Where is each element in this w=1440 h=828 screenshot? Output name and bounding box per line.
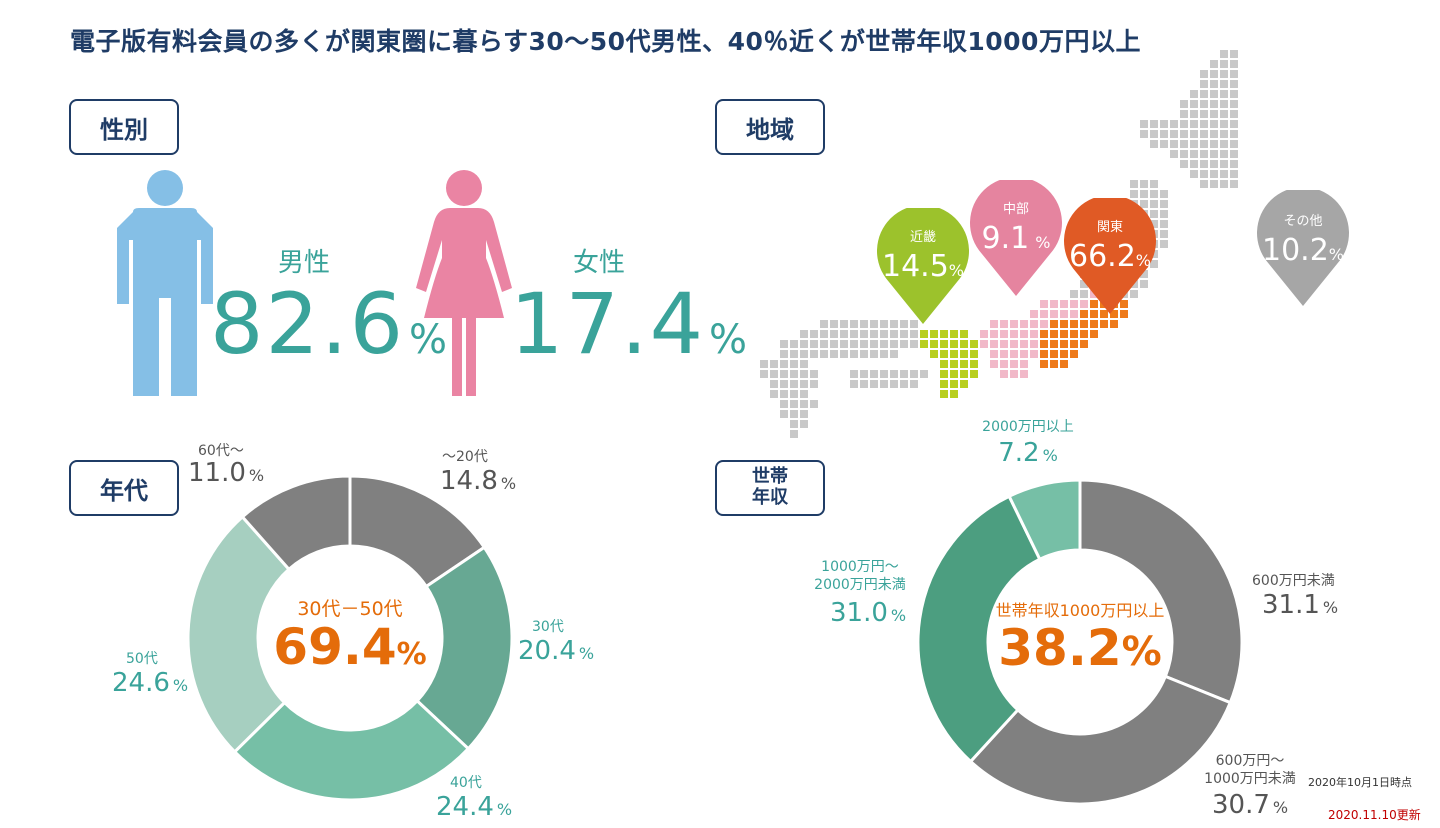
section-label-income-line1: 世帯 (752, 466, 788, 488)
age-value-50s: 24.6% (112, 668, 188, 698)
pin-chubu-label: 中部 (1002, 202, 1029, 217)
income-value-1000to2000-unit: % (890, 606, 907, 625)
pin-other-label: その他 (1283, 214, 1323, 229)
age-center-number: 69.4 (273, 618, 397, 676)
income-label-1000to2000-line1: 1000万円～ (821, 559, 899, 575)
pin-kanto-value: 66.2 (1069, 239, 1136, 274)
male-figure-icon (117, 170, 213, 396)
income-value-600to1000-number: 30.7 (1212, 790, 1270, 820)
age-value-under20-unit: % (500, 474, 517, 493)
age-value-40s: 24.4% (436, 792, 512, 822)
age-donut-slice-3 (186, 514, 292, 754)
age-value-under20-number: 14.8 (440, 466, 498, 496)
section-label-age: 年代 (69, 460, 179, 516)
income-donut-chart (916, 478, 1244, 806)
pin-kinki-icon (877, 208, 969, 324)
age-label-60plus: 60代～ (198, 443, 244, 459)
income-value-over2000-number: 7.2 (998, 438, 1040, 468)
age-label-50s: 50代 (126, 651, 158, 667)
income-center-number: 38.2 (998, 619, 1122, 677)
pin-other-unit: % (1328, 245, 1344, 264)
pin-kinki-unit: % (948, 261, 964, 280)
income-value-under600: 31.1% (1262, 590, 1338, 620)
japan-map-icon (760, 50, 1238, 438)
pin-kinki-value: 14.5 (882, 249, 949, 284)
income-label-1000to2000-line2: 2000万円未満 (814, 577, 906, 594)
pin-chubu-value: 9.1 (981, 221, 1030, 256)
age-label-under20: ～20代 (442, 449, 488, 465)
pin-chubu: 中部 9.1% (968, 198, 1064, 256)
income-label-over2000: 2000万円以上 (982, 419, 1074, 435)
income-value-600to1000: 30.7% (1212, 790, 1288, 820)
section-label-region: 地域 (715, 99, 825, 155)
section-label-gender: 性別 (69, 99, 179, 155)
age-value-under20: 14.8% (440, 466, 516, 496)
income-label-under600: 600万円未満 (1252, 573, 1335, 589)
updated-date: 2020.11.10更新 (1328, 808, 1421, 822)
income-donut-slice-2 (916, 494, 1042, 764)
age-value-40s-unit: % (496, 800, 513, 819)
pin-chubu-unit: % (1035, 233, 1051, 252)
age-value-60plus-unit: % (248, 466, 265, 485)
age-center-unit: % (396, 637, 427, 672)
age-value-50s-unit: % (172, 676, 189, 695)
income-center-label: 世帯年収1000万円以上 (995, 601, 1165, 620)
age-value-30s-unit: % (578, 644, 595, 663)
income-value-600to1000-unit: % (1272, 798, 1289, 817)
pin-kanto-label: 関東 (1096, 220, 1123, 235)
age-donut-chart (186, 474, 514, 802)
income-center-value: 38.2% (980, 619, 1180, 677)
age-value-30s: 20.4% (518, 636, 594, 666)
male-value: 82.6 (210, 275, 406, 373)
age-value-60plus-number: 11.0 (188, 458, 246, 488)
age-label-30s: 30代 (532, 619, 564, 635)
male-percentage: 82.6% (210, 282, 447, 366)
age-donut-slice-4 (240, 474, 352, 572)
income-donut-slice-1 (968, 674, 1233, 806)
age-center-value: 69.4% (250, 618, 450, 676)
age-center-label: 30代－50代 (297, 598, 403, 620)
income-value-1000to2000-number: 31.0 (830, 598, 888, 628)
pin-other: その他 10.2% (1255, 210, 1351, 268)
age-value-40s-number: 24.4 (436, 792, 494, 822)
female-unit: % (709, 317, 748, 363)
pin-other-value: 10.2 (1262, 233, 1329, 268)
male-unit: % (409, 317, 448, 363)
income-donut-slice-3 (1007, 478, 1082, 562)
female-percentage: 17.4% (510, 282, 747, 366)
pin-other-icon (1257, 190, 1349, 306)
income-center-unit: % (1121, 629, 1162, 675)
age-donut-slice-2 (232, 698, 471, 802)
age-donut-slice-1 (415, 545, 514, 751)
pin-kanto-unit: % (1135, 251, 1151, 270)
pin-kanto-icon (1064, 198, 1156, 314)
income-value-over2000: 7.2% (968, 438, 1088, 468)
female-label: 女性 (573, 248, 626, 278)
income-label-600to1000: 600万円～ 1000万円未満 (1190, 752, 1310, 788)
income-value-over2000-unit: % (1042, 446, 1058, 465)
income-value-under600-number: 31.1 (1262, 590, 1320, 620)
age-label-40s: 40代 (450, 775, 482, 791)
page-title: 電子版有料会員の多くが関東圏に暮らす30～50代男性、40％近くが世帯年収100… (70, 27, 1141, 56)
income-label-1000to2000: 1000万円～ 2000万円未満 (800, 558, 920, 594)
pin-kanto: 関東 66.2% (1062, 216, 1158, 274)
female-value: 17.4 (510, 275, 706, 373)
pin-kinki: 近畿 14.5% (875, 226, 971, 284)
pin-chubu-icon (970, 180, 1062, 296)
income-label-600to1000-line2: 1000万円未満 (1204, 771, 1296, 788)
income-donut-slice-0 (1078, 478, 1244, 705)
pin-kinki-label: 近畿 (909, 230, 936, 245)
income-value-under600-unit: % (1322, 598, 1339, 617)
age-value-60plus: 11.0% (188, 458, 264, 488)
income-value-1000to2000: 31.0% (830, 598, 906, 628)
income-label-600to1000-line1: 600万円～ (1215, 753, 1285, 769)
male-label: 男性 (278, 248, 331, 278)
age-value-50s-number: 24.6 (112, 668, 170, 698)
section-label-income: 世帯 年収 (715, 460, 825, 516)
female-figure-icon (416, 170, 512, 396)
age-value-30s-number: 20.4 (518, 636, 576, 666)
section-label-income-line2: 年収 (752, 487, 788, 508)
as-of-date: 2020年10月1日時点 (1308, 776, 1412, 789)
